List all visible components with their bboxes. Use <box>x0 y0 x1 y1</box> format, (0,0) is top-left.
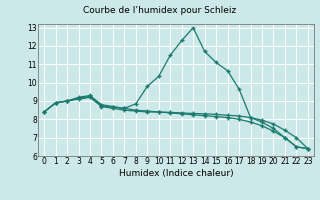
X-axis label: Humidex (Indice chaleur): Humidex (Indice chaleur) <box>119 169 233 178</box>
Text: Courbe de l’humidex pour Schleiz: Courbe de l’humidex pour Schleiz <box>84 6 236 15</box>
